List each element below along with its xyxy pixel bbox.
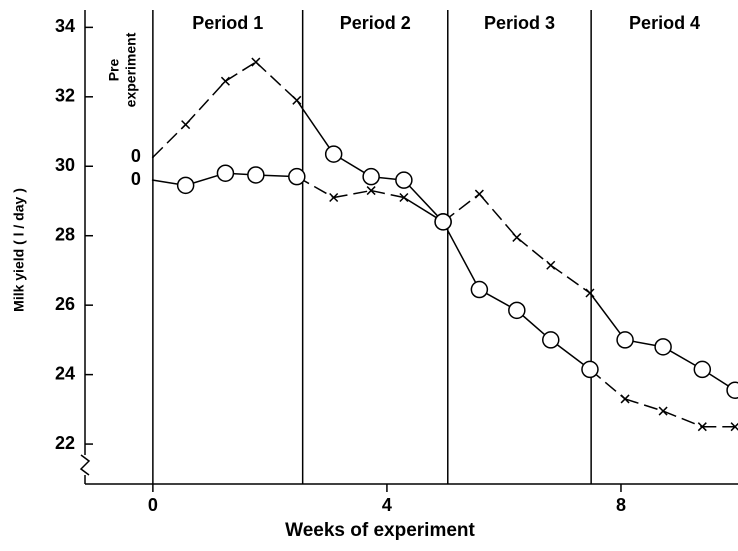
point xyxy=(693,360,712,379)
point xyxy=(362,167,380,186)
line-segment xyxy=(516,236,552,266)
point xyxy=(512,232,522,242)
line-segment xyxy=(624,398,664,412)
y-tick-label: 24 xyxy=(55,363,75,383)
point xyxy=(292,95,302,105)
y-tick-label: 28 xyxy=(55,224,75,244)
period-label: Period 4 xyxy=(629,13,700,33)
x-tick-label: 8 xyxy=(616,495,626,515)
point xyxy=(542,331,560,349)
period-label: Period 2 xyxy=(340,13,411,33)
point xyxy=(616,331,634,349)
line-segment xyxy=(370,189,405,199)
point xyxy=(726,381,738,399)
line-segment xyxy=(662,410,703,428)
line-segment xyxy=(589,292,626,341)
point xyxy=(324,145,343,163)
line-segment xyxy=(403,179,444,223)
point xyxy=(654,338,672,356)
point xyxy=(216,164,235,182)
point xyxy=(581,360,599,379)
point xyxy=(181,120,191,130)
line-segment xyxy=(442,221,481,290)
point xyxy=(288,167,306,186)
x-tick-label: 4 xyxy=(382,495,392,515)
point xyxy=(176,176,195,195)
series-label: 0 xyxy=(131,146,141,166)
line-segment xyxy=(478,193,518,238)
line-segment xyxy=(152,124,187,158)
x-axis-label: Weeks of experiment xyxy=(285,520,475,541)
annotation: experiment xyxy=(123,32,139,107)
line-segment xyxy=(255,61,298,101)
y-tick-label: 22 xyxy=(55,433,75,453)
point xyxy=(366,186,376,196)
point xyxy=(585,288,595,298)
point xyxy=(434,213,452,231)
point xyxy=(151,179,154,182)
y-tick-label: 26 xyxy=(55,294,75,314)
point xyxy=(658,406,668,416)
series-label: 0 xyxy=(131,169,141,189)
period-label: Period 1 xyxy=(192,13,263,33)
line-segment xyxy=(550,264,591,294)
period-label: Period 3 xyxy=(484,13,555,33)
point xyxy=(546,260,556,270)
x-tick-label: 0 xyxy=(148,495,158,515)
y-tick-label: 32 xyxy=(55,86,75,106)
point xyxy=(508,301,526,320)
point xyxy=(697,422,707,432)
axis-break xyxy=(79,454,91,476)
point xyxy=(399,192,409,203)
point xyxy=(474,189,484,199)
line-segment xyxy=(296,99,335,155)
y-axis-label: Milk yield ( l / day ) xyxy=(11,188,27,312)
line-segment xyxy=(225,61,257,82)
annotation: Pre xyxy=(106,59,122,82)
point xyxy=(220,76,230,86)
point xyxy=(395,171,413,189)
y-tick-label: 30 xyxy=(55,155,75,175)
point xyxy=(329,192,339,203)
line-segment xyxy=(333,189,372,199)
point xyxy=(247,166,265,184)
point xyxy=(470,280,489,299)
point xyxy=(151,156,154,159)
point xyxy=(251,57,261,67)
line-segment xyxy=(185,80,226,126)
point xyxy=(620,394,630,404)
y-tick-label: 34 xyxy=(55,16,75,36)
